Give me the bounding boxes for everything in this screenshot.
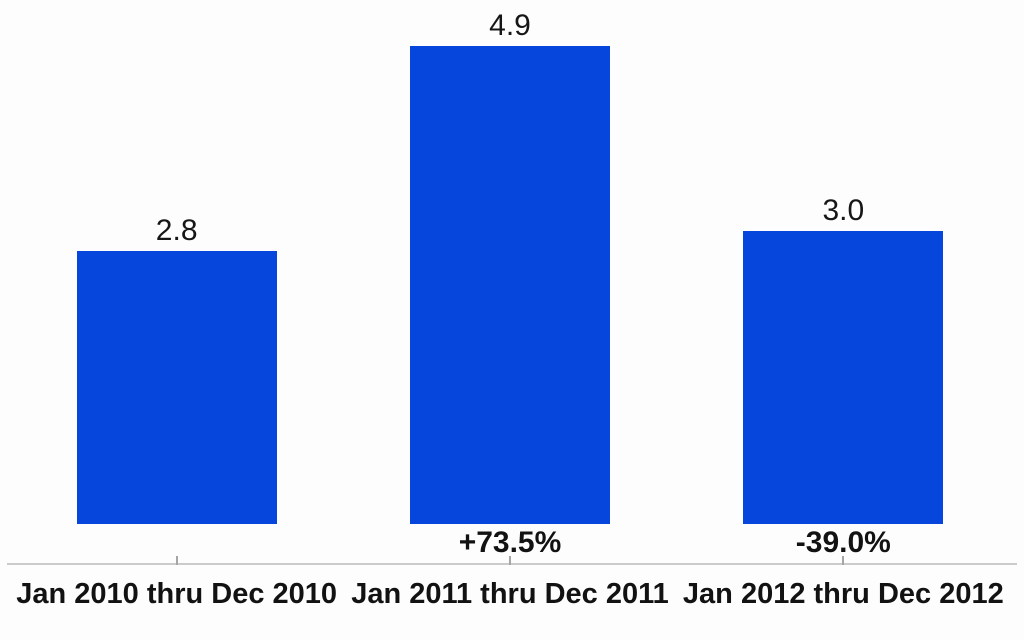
x-axis-tick (509, 556, 511, 565)
bar (76, 251, 277, 524)
bar-change-label: +73.5% (458, 526, 562, 559)
x-axis-label: Jan 2010 thru Dec 2010 (16, 578, 338, 610)
bar-value-label: 4.9 (489, 9, 531, 42)
x-axis-tick (175, 556, 178, 565)
bar-value-label: 2.8 (155, 214, 198, 247)
x-axis-label: Jan 2012 thru Dec 2012 (682, 578, 1004, 610)
bar (743, 231, 944, 524)
bar-change-label: -39.0% (795, 526, 891, 559)
bar-value-label: 3.0 (822, 194, 865, 227)
bar (410, 46, 610, 524)
x-axis-label: Jan 2011 thru Dec 2011 (351, 578, 669, 610)
x-axis-line (7, 563, 1017, 565)
x-axis-tick (842, 556, 845, 565)
